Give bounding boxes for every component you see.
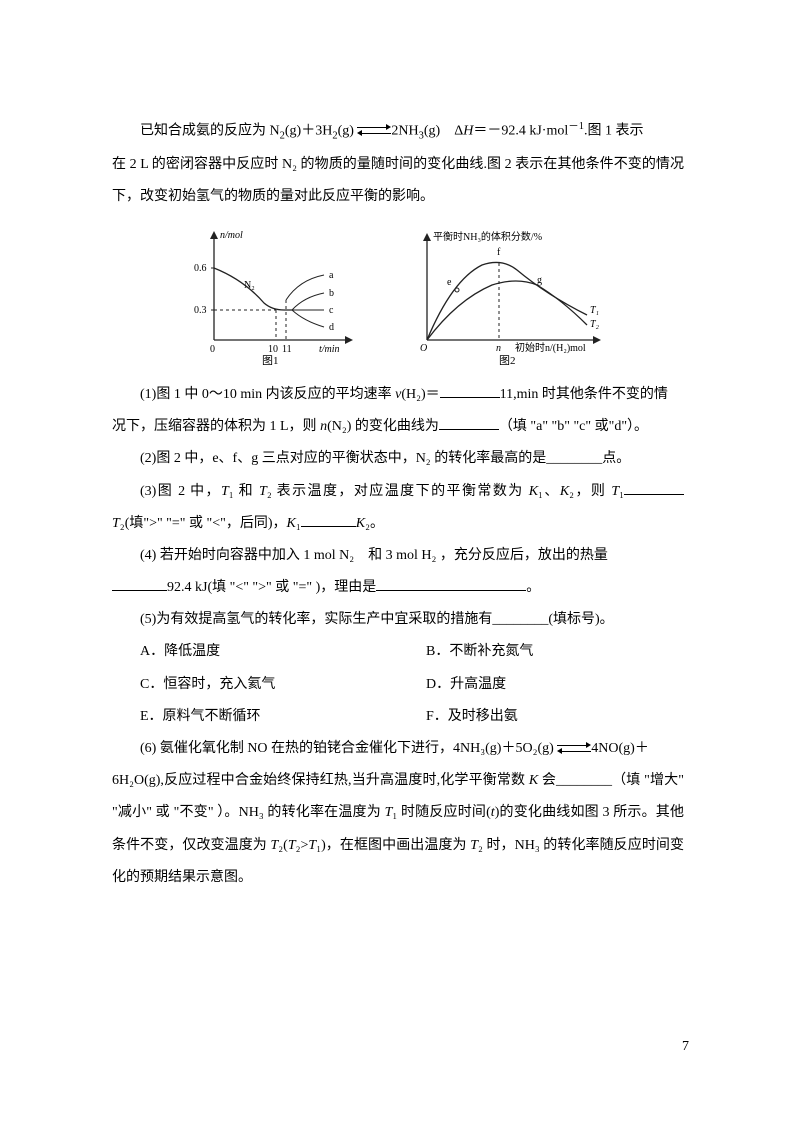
chart-1-svg: n/mol 0.6 0.3 N₂ a b c d [184, 225, 369, 365]
svg-text:0: 0 [210, 344, 215, 355]
q2: (2)图 2 中，e、f、g 三点对应的平衡状态中，N₂ 的转化率最高的是___… [112, 443, 684, 475]
svg-text:b: b [329, 288, 334, 299]
q6b: 6H₂O(g),反应过程中合金始终保持红热,当升高温度时,化学平衡常数 K 会_… [112, 765, 684, 894]
q5: (5)为有效提高氢气的转化率，实际生产中宜采取的措施有________(填标号)… [112, 604, 684, 636]
opt-c: C．恒容时，充入氦气 [112, 669, 398, 701]
svg-text:初始时n/(H₂)mol: 初始时n/(H₂)mol [515, 341, 586, 354]
svg-text:d: d [329, 322, 334, 333]
svg-text:t/min: t/min [319, 344, 340, 355]
figures-row: n/mol 0.6 0.3 N₂ a b c d [112, 225, 684, 365]
svg-text:n/mol: n/mol [220, 230, 243, 241]
opt-b: B．不断补充氮气 [398, 636, 684, 668]
figure-1: n/mol 0.6 0.3 N₂ a b c d [184, 225, 369, 365]
q5-options: A．降低温度 B．不断补充氮气 C．恒容时，充入氦气 D．升高温度 E．原料气不… [112, 636, 684, 733]
svg-text:0.6: 0.6 [194, 263, 207, 274]
svg-text:n: n [496, 343, 501, 354]
opt-a: A．降低温度 [112, 636, 398, 668]
equilibrium-arrow-icon [357, 124, 391, 138]
equilibrium-arrow-icon [557, 742, 591, 756]
opt-f: F．及时移出氨 [398, 701, 684, 733]
q3: (3)图 2 中，T₁ 和 T₂ 表示温度，对应温度下的平衡常数为 K₁、K₂，… [112, 476, 684, 540]
svg-text:g: g [537, 275, 542, 286]
intro-line2: 在 2 L 的密闭容器中反应时 N₂ 的物质的量随时间的变化曲线.图 2 表示在… [112, 149, 684, 213]
figure-2: 平衡时NH₃的体积分数/% T₁ T₂ e f g O n 初始时n/(H₂)m… [397, 225, 612, 365]
svg-text:0.3: 0.3 [194, 305, 207, 316]
q4: (4) 若开始时向容器中加入 1 mol N₂ 和 3 mol H₂ ，充分反应… [112, 540, 684, 572]
page-number: 7 [682, 1031, 689, 1063]
svg-text:图2: 图2 [499, 354, 516, 365]
svg-text:11: 11 [282, 344, 292, 355]
blank-q1b [439, 415, 499, 430]
svg-text:a: a [329, 270, 334, 281]
blank-q3b [301, 512, 356, 527]
q1: (1)图 1 中 0～10 min 内该反应的平均速率 v(H₂)＝11,min… [112, 379, 684, 411]
blank-q4a [112, 576, 167, 591]
text: 已知合成氨的反应为 N [140, 124, 280, 139]
opt-d: D．升高温度 [398, 669, 684, 701]
svg-text:f: f [497, 247, 501, 258]
svg-text:图1: 图1 [262, 354, 279, 365]
svg-text:T₁: T₁ [590, 305, 599, 316]
svg-text:N₂: N₂ [244, 280, 255, 291]
svg-text:平衡时NH₃的体积分数/%: 平衡时NH₃的体积分数/% [433, 230, 542, 243]
svg-text:10: 10 [268, 344, 278, 355]
svg-text:e: e [447, 277, 452, 288]
q6: (6) 氨催化氧化制 NO 在热的铂铑合金催化下进行，4NH₃(g)＋5O₂(g… [112, 733, 684, 765]
blank-q4b [376, 576, 526, 591]
q1b: 况下，压缩容器的体积为 1 L，则 n(N₂) 的变化曲线为（填 "a" "b"… [112, 411, 684, 443]
blank-q3a [624, 480, 684, 495]
q4b: 92.4 kJ(填 "<" ">" 或 "=" )，理由是。 [112, 572, 684, 604]
svg-text:c: c [329, 305, 334, 316]
page: 已知合成氨的反应为 N2(g)＋3H2(g) 2NH3(g) ΔH＝－92.4 … [0, 0, 794, 1123]
svg-text:O: O [420, 343, 427, 354]
svg-text:T₂: T₂ [590, 319, 600, 330]
opt-e: E．原料气不断循环 [112, 701, 398, 733]
blank-q1a [440, 383, 500, 398]
chart-2-svg: 平衡时NH₃的体积分数/% T₁ T₂ e f g O n 初始时n/(H₂)m… [397, 225, 612, 365]
intro-line1: 已知合成氨的反应为 N2(g)＋3H2(g) 2NH3(g) ΔH＝－92.4 … [112, 115, 684, 149]
